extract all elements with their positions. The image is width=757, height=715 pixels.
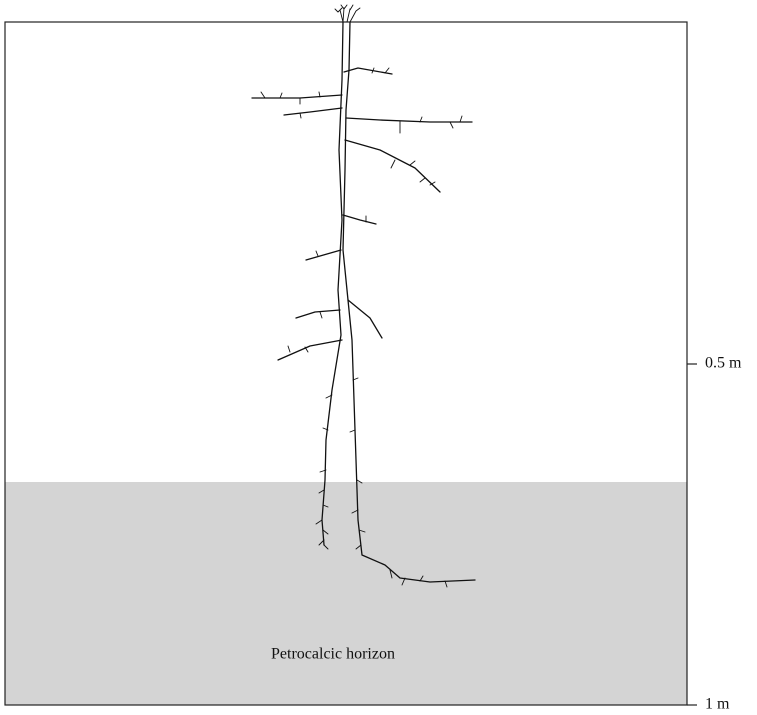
depth-label: 0.5 m	[705, 355, 742, 372]
petrocalcic-layer	[5, 482, 687, 705]
depth-label: 1 m	[705, 696, 730, 713]
root-system	[251, 4, 476, 588]
horizon-label: Petrocalcic horizon	[271, 646, 395, 663]
